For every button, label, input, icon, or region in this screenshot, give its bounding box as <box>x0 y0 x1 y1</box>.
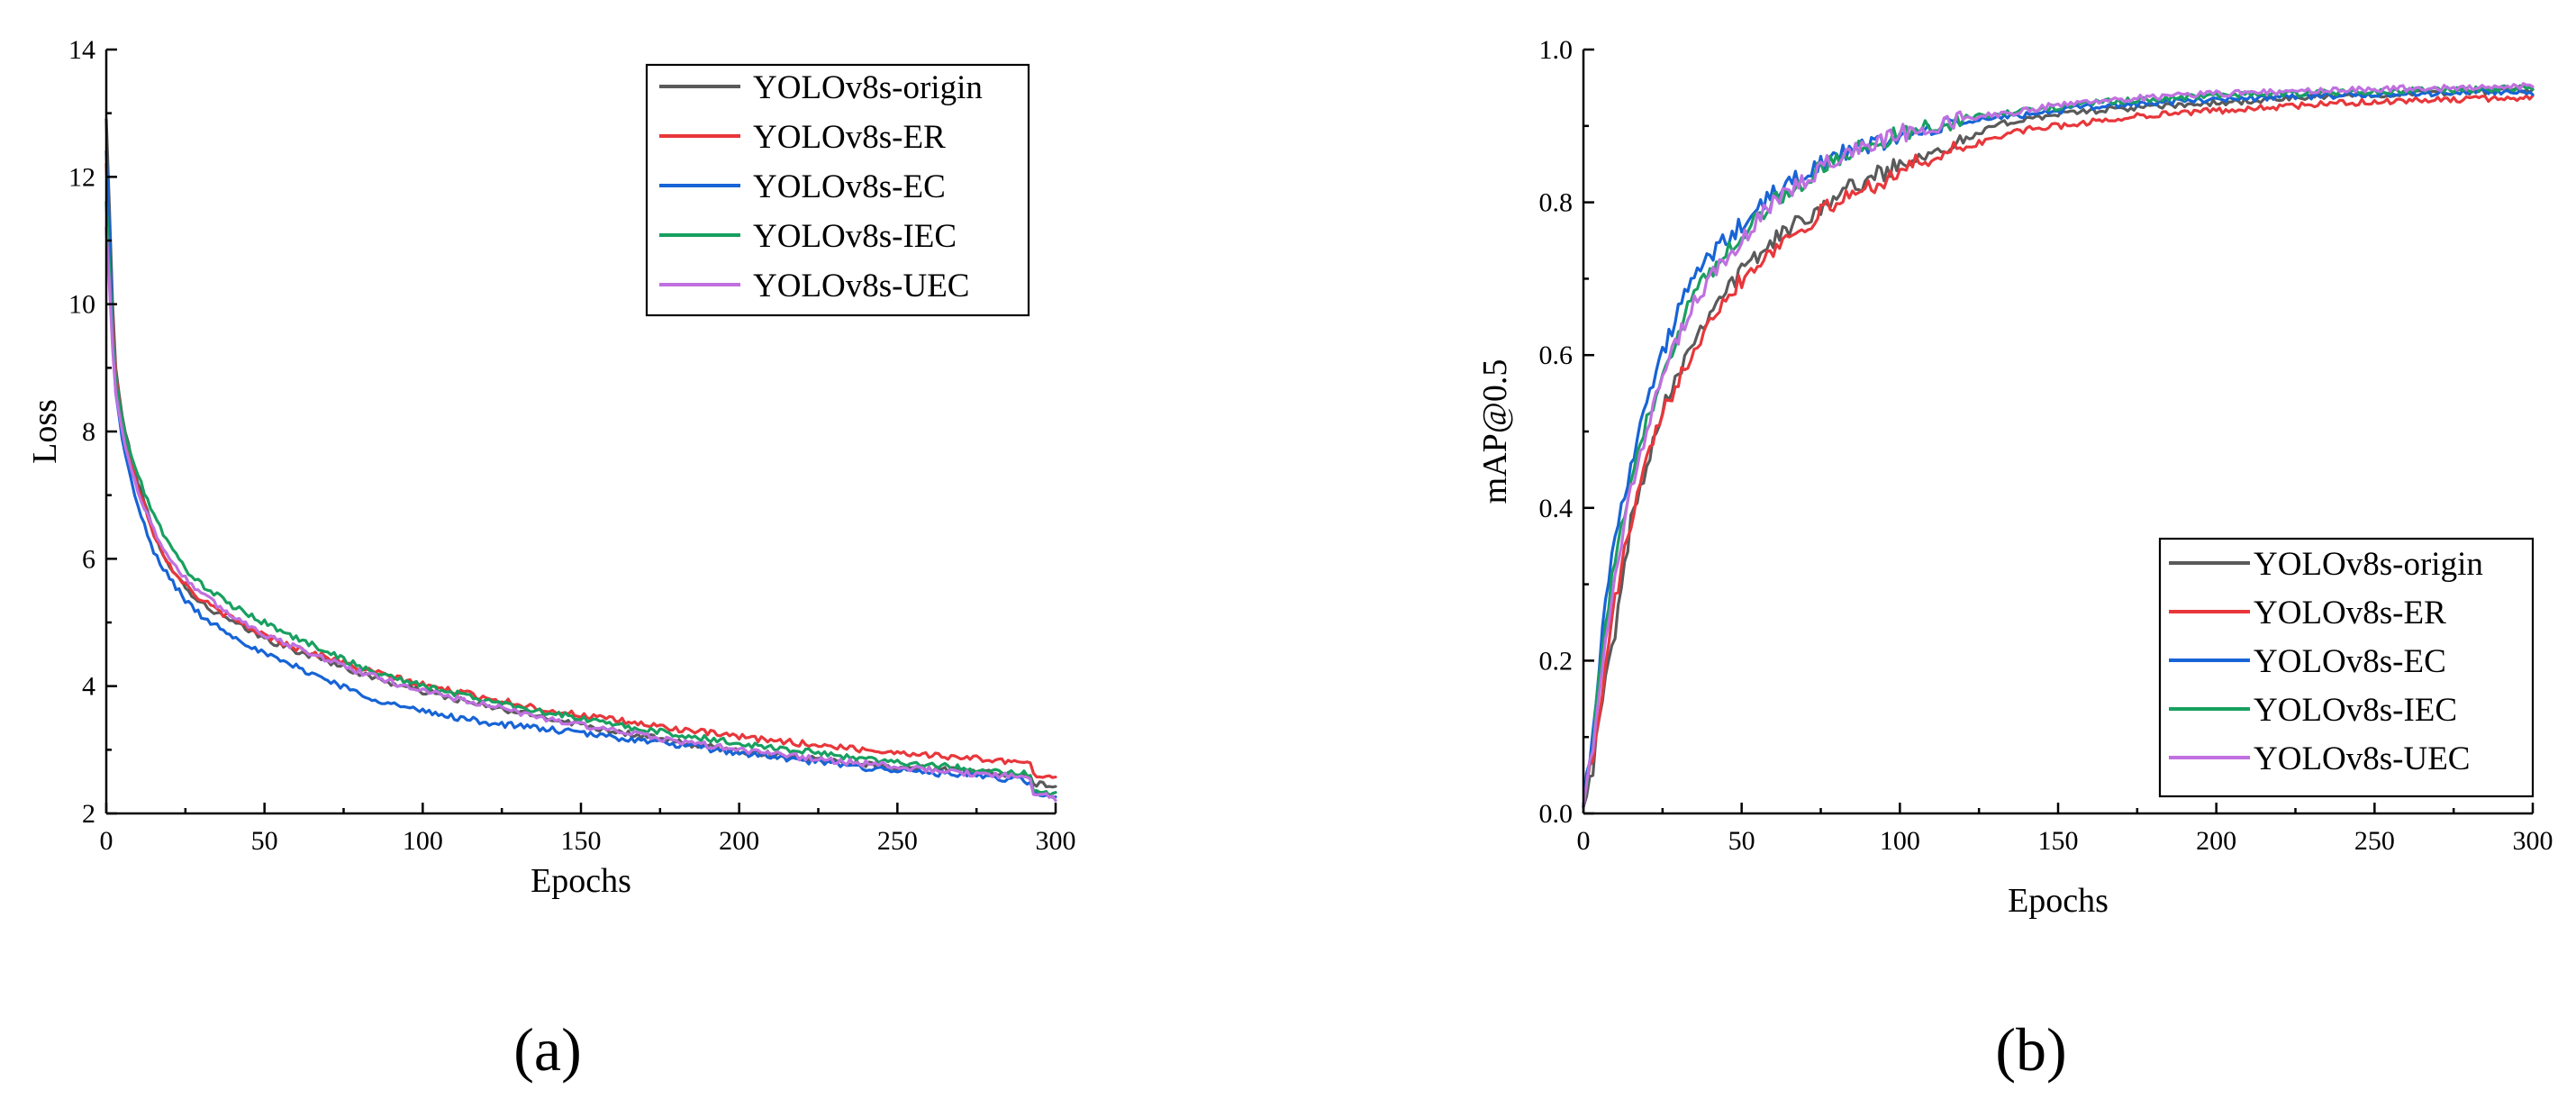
map-x-ticks: 0 50 100 150 200 250 300 <box>1577 803 2553 856</box>
map-legend-label: YOLOv8s-UEC <box>2254 740 2470 777</box>
map-x-tick-label: 0 <box>1577 826 1591 856</box>
loss-x-ticks: 0 50 100 150 200 250 300 <box>100 803 1076 856</box>
loss-y-tick-label: 8 <box>82 417 95 447</box>
loss-legend-label: YOLOv8s-UEC <box>753 268 969 304</box>
loss-x-tick-label: 150 <box>561 826 602 856</box>
loss-legend-label: YOLOv8s-ER <box>753 119 946 156</box>
map-x-tick-label: 100 <box>1880 826 1920 856</box>
loss-x-tick-label: 200 <box>719 826 759 856</box>
loss-x-axis-title: Epochs <box>531 862 631 900</box>
loss-y-tick-label: 4 <box>82 672 95 702</box>
loss-y-tick-label: 2 <box>82 799 95 829</box>
map-y-tick-label: 0.6 <box>1539 341 1574 370</box>
loss-y-ticks: 2 4 6 8 10 12 14 <box>68 35 117 829</box>
loss-x-tick-label: 250 <box>877 826 918 856</box>
panel-label-a: (a) <box>513 1015 581 1084</box>
map-series-line-yolov8s-er <box>1582 94 2535 808</box>
loss-legend-label: YOLOv8s-EC <box>753 168 946 205</box>
loss-series-line-yolov8s-ec <box>104 150 1057 799</box>
loss-legend-label: YOLOv8s-origin <box>753 69 983 106</box>
loss-series-line-yolov8s-uec <box>104 226 1057 803</box>
panel-label-b: (b) <box>1995 1015 2066 1084</box>
loss-series-group <box>104 118 1057 803</box>
loss-y-tick-label: 10 <box>68 290 95 320</box>
map-legend: YOLOv8s-origin YOLOv8s-ER YOLOv8s-EC YOLOv8… <box>2158 537 2535 798</box>
loss-legend: YOLOv8s-origin YOLOv8s-ER YOLOv8s-EC YOLOv8… <box>645 63 1030 317</box>
loss-y-tick-label: 6 <box>82 544 95 574</box>
loss-x-tick-label: 300 <box>1036 826 1076 856</box>
map-y-tick-label: 1.0 <box>1539 35 1574 65</box>
loss-chart: 0 50 100 150 200 250 300 2 4 6 8 10 12 14 Epochs Los… <box>26 35 1076 1084</box>
loss-x-tick-label: 0 <box>100 826 113 856</box>
loss-x-tick-label: 50 <box>251 826 278 856</box>
loss-series-line-yolov8s-iec <box>104 201 1057 798</box>
map-y-tick-label: 0.0 <box>1539 799 1574 829</box>
loss-y-tick-label: 14 <box>68 35 95 65</box>
map-x-tick-label: 250 <box>2354 826 2395 856</box>
map-x-tick-label: 200 <box>2196 826 2236 856</box>
loss-y-tick-label: 12 <box>68 162 95 192</box>
loss-series-line-yolov8s-er <box>104 162 1057 779</box>
loss-x-tick-label: 100 <box>403 826 443 856</box>
map-x-tick-label: 300 <box>2513 826 2553 856</box>
map-y-ticks: 0.0 0.2 0.4 0.6 0.8 1.0 <box>1539 35 1594 829</box>
map-x-tick-label: 50 <box>1728 826 1755 856</box>
map-legend-label: YOLOv8s-IEC <box>2254 692 2457 729</box>
loss-legend-label: YOLOv8s-IEC <box>753 218 957 255</box>
loss-y-axis-title: Loss <box>26 399 64 464</box>
map-legend-label: YOLOv8s-ER <box>2254 595 2446 631</box>
map-legend-box <box>2158 537 2535 798</box>
map-y-axis-title: mAP@0.5 <box>1476 359 1514 504</box>
map-x-tick-label: 150 <box>2038 826 2079 856</box>
map-y-tick-label: 0.4 <box>1539 494 1574 523</box>
map-legend-label: YOLOv8s-EC <box>2254 643 2446 680</box>
map-legend-label: YOLOv8s-origin <box>2254 546 2483 583</box>
map-x-axis-title: Epochs <box>2008 882 2109 920</box>
map-chart: 0 50 100 150 200 250 300 0.0 0.2 0.4 0.6 0.8 1.0 Ep… <box>1476 35 2553 1084</box>
loss-legend-box <box>645 63 1030 317</box>
map-y-tick-label: 0.8 <box>1539 188 1574 218</box>
map-y-tick-label: 0.2 <box>1539 646 1574 676</box>
map-series-group <box>1582 82 2535 809</box>
map-series-line-yolov8s-uec <box>1582 82 2535 808</box>
